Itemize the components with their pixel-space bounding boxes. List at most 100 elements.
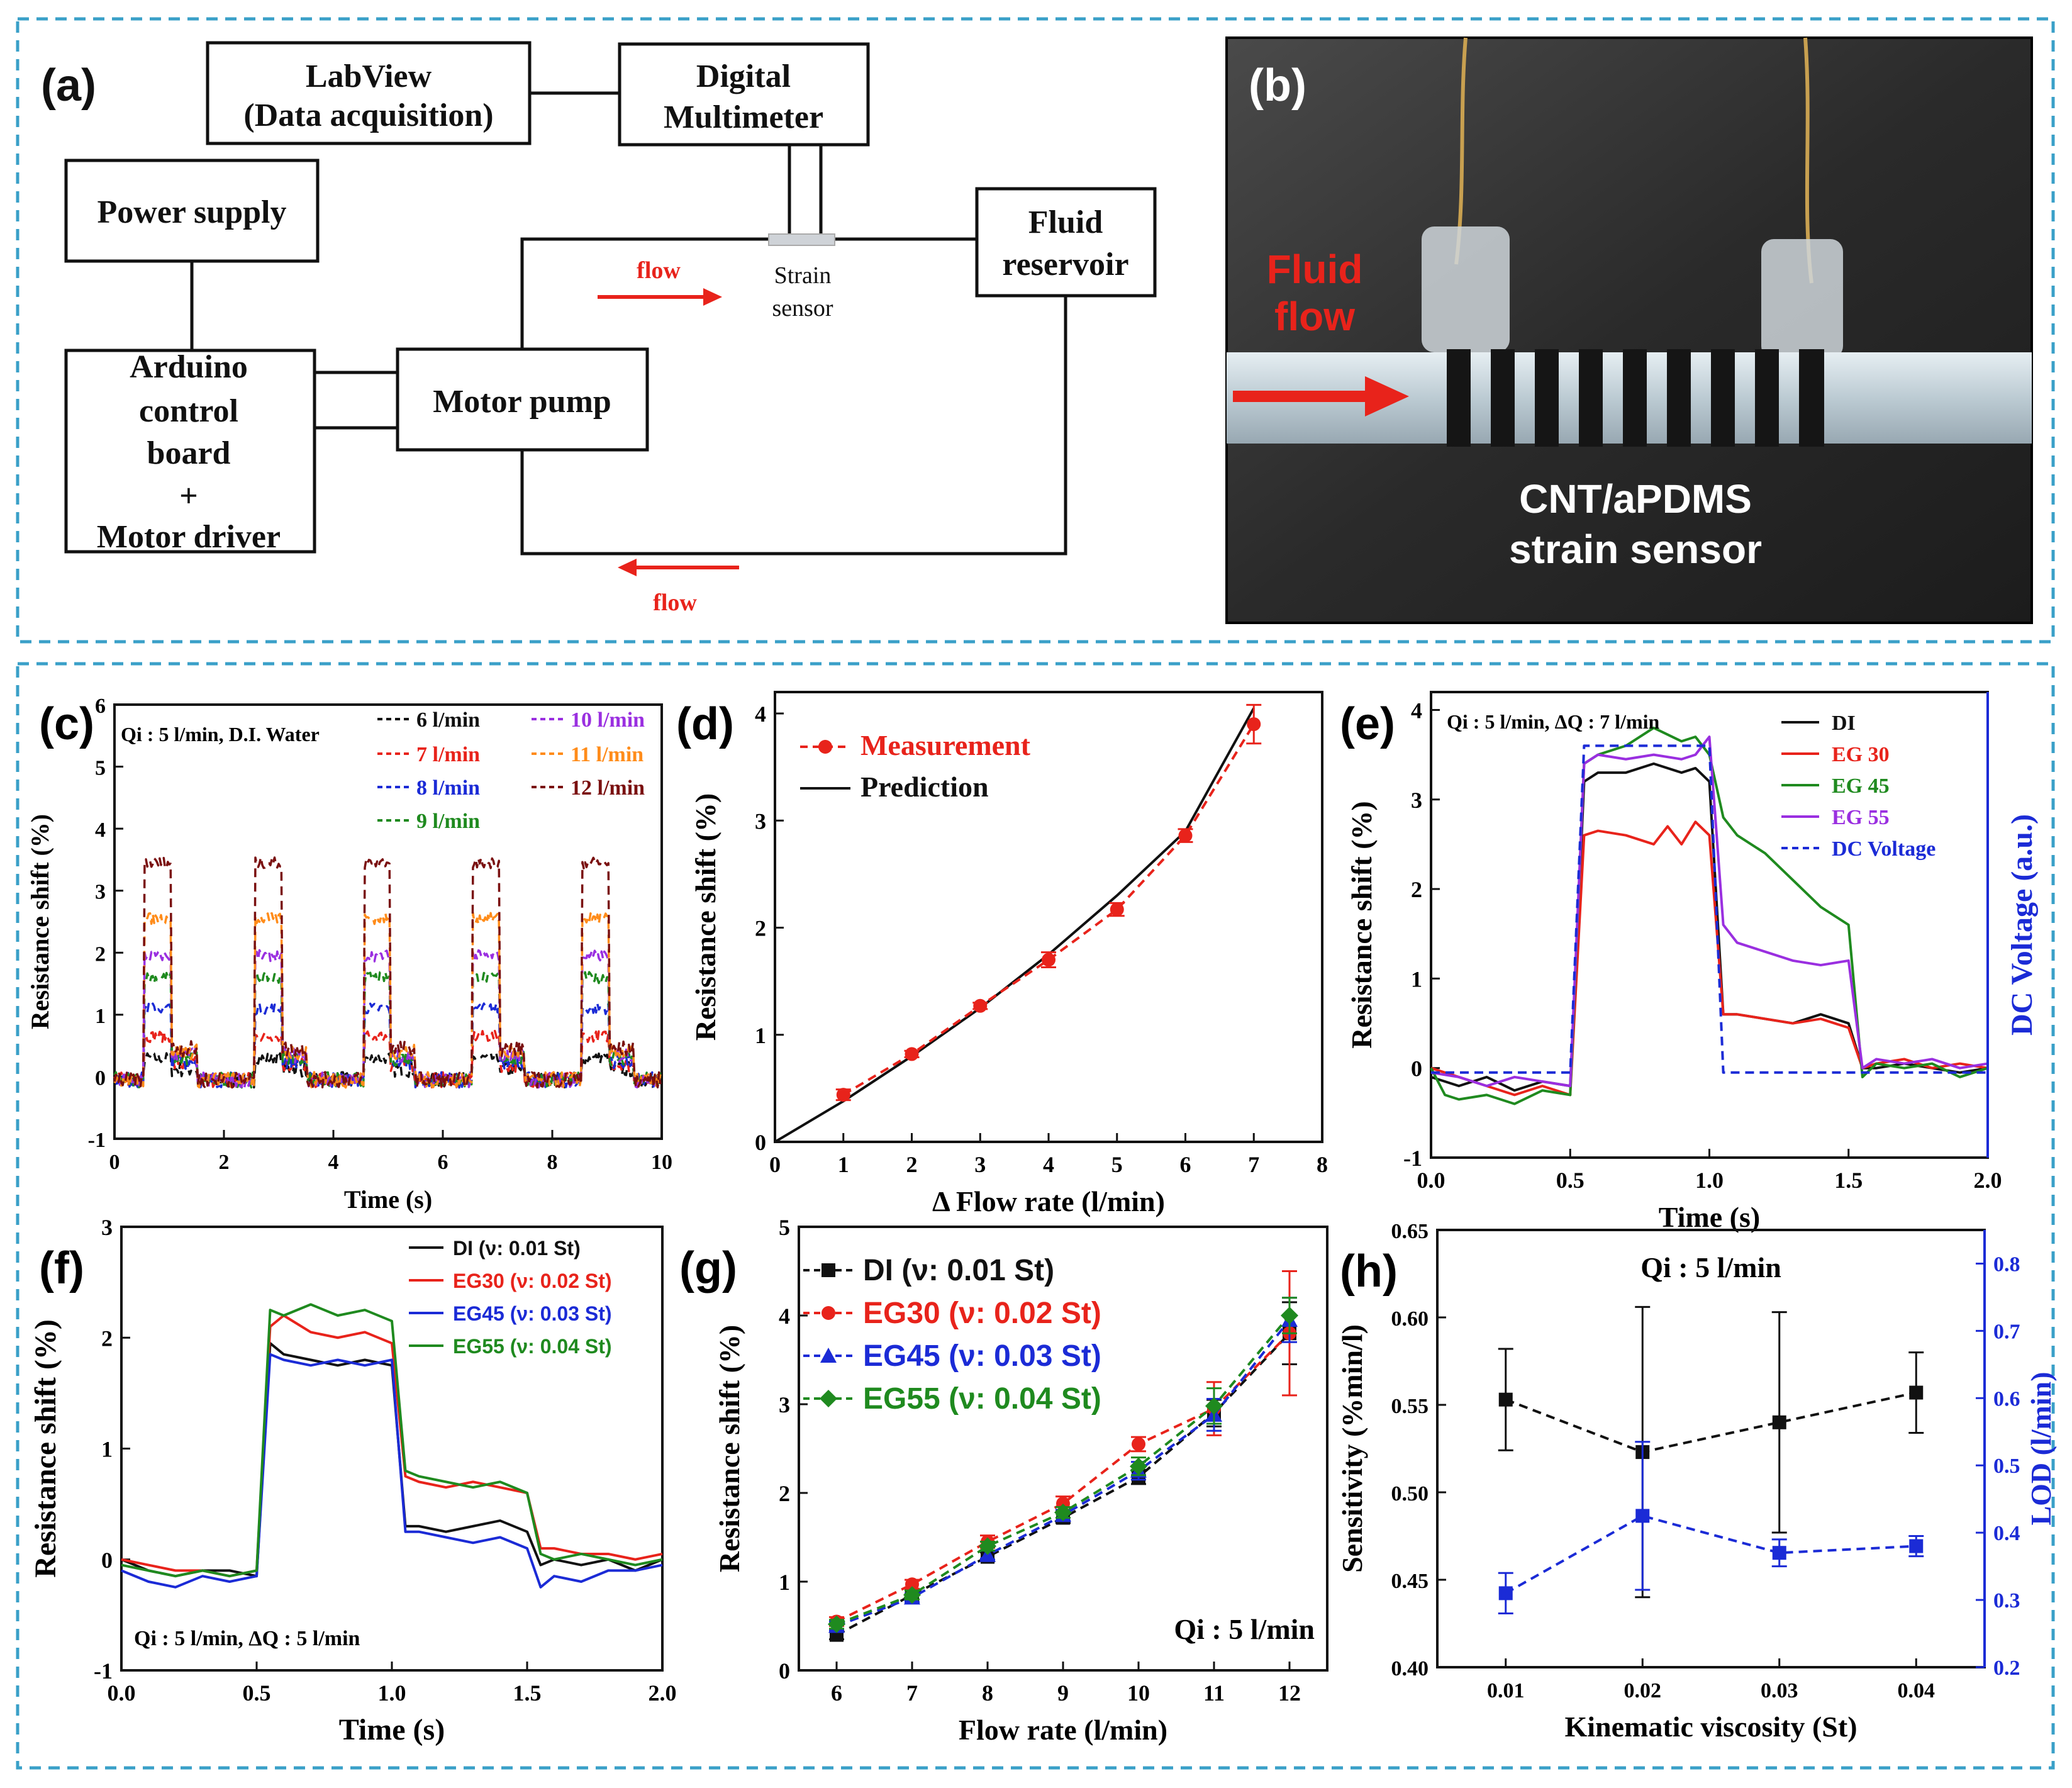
y-tick-label: 2 [779,1481,790,1506]
annotation: Qi : 5 l/min [1640,1251,1781,1283]
legend-label: DI [1832,712,1856,735]
motor-pump-box-label: Motor pump [433,384,611,420]
x-tick-label: 1 [838,1152,849,1177]
y-tick-label: 0.45 [1391,1570,1429,1593]
plot-frame [798,1226,1328,1672]
plot-frame [1430,691,1989,1159]
x-tick-label: 9 [1057,1680,1069,1706]
y-tick-label: 2 [95,942,106,966]
y-tick-label: 4 [755,701,766,727]
pipe-bottom-loop [520,296,1067,556]
prediction-line [774,707,1255,1143]
x-tick-label: 0.0 [1417,1168,1445,1193]
data-point [1130,1457,1147,1475]
panel-b-label: (b) [1249,60,1306,111]
y-axis-label: Resistance shift (%) [26,814,54,1029]
y-tick-label: 4 [779,1304,790,1329]
data-point [1498,1392,1513,1407]
legend-label: 11 l/min [571,743,643,766]
x-tick-label: 6 [1180,1152,1191,1177]
chart-e: 0.0 0.5 1.0 1.5 2.0 -1 0 1 2 3 4 Time (s) Resistance… [1340,691,2039,1233]
plot-frame [113,703,663,1140]
chart-h: 0.01 0.02 0.03 0.04 0.40 0.45 0.50 0.55 0.60 0.65… [1336,1220,2057,1743]
arduino-box-line1: Arduino [130,349,248,385]
fluid-reservoir-box-line2: reservoir [1002,247,1128,282]
legend-marker [820,1348,837,1363]
multimeter-box [618,42,870,147]
x-tick-label: 1.5 [513,1680,542,1706]
y-tick-label: 3 [101,1215,113,1240]
x-tick-label: 1.0 [378,1680,406,1706]
fluid-flow-label-line1: Fluid [1267,247,1363,292]
x-axis-label: Time (s) [344,1185,432,1214]
legend-label: EG45 (ν: 0.03 St) [863,1339,1101,1373]
y-tick-label: 0 [95,1066,106,1090]
x-tick-label: 0 [769,1152,781,1177]
series-line-LOD [1505,1514,1917,1595]
y2-axis-label: DC Voltage (a.u.) [2005,814,2039,1036]
y-tick-label: 2 [101,1326,113,1351]
y-tick-label: 1 [1411,966,1422,992]
panel-label: (g) [679,1243,737,1294]
measurement-point [1178,829,1193,843]
panel-label: (h) [1340,1246,1398,1297]
panel-label: (e) [1340,699,1395,749]
annotation: Qi : 5 l/min, ΔQ : 5 l/min [134,1627,360,1650]
y-tick-label: 1 [779,1570,790,1595]
x-tick-label: 5 [1111,1152,1123,1177]
series-line-EG45 (ν: 0.03 St) [121,1353,663,1589]
motor-pump-box [396,347,649,452]
y-tick-label: 6 [95,695,106,718]
x-tick-label: 2 [906,1152,918,1177]
x-tick-label: 10 [651,1151,672,1174]
legend-label: EG 55 [1832,806,1890,829]
measurement-point [905,1047,919,1061]
y2-tick-label: 0.4 [1993,1522,2020,1545]
sensor-label-line2: sensor [772,295,833,321]
legend-label: EG 30 [1832,743,1890,766]
data-point [1132,1437,1145,1451]
y-axis-label: Resistance shift (%) [713,1325,745,1573]
measurement-point [1247,717,1261,732]
x-tick-label: 2 [219,1151,230,1174]
data-point [1054,1504,1072,1522]
x-tick-label: 0.02 [1624,1679,1662,1702]
legend-marker [820,1390,837,1407]
fluid-reservoir-box-line1: Fluid [1028,204,1103,240]
data-point [1635,1509,1650,1523]
fluid-reservoir-box [975,187,1157,298]
series-line-12 l/min [113,856,662,1089]
x-tick-label: 2.0 [649,1680,677,1706]
x-axis-label: Flow rate (l/min) [959,1714,1167,1746]
labview-box-line2: (Data acquisition) [243,98,493,133]
legend-marker [822,1263,835,1277]
legend-label: EG55 (ν: 0.04 St) [453,1335,612,1358]
x-tick-label: 0.5 [1556,1168,1585,1193]
y-tick-label: 0.50 [1391,1482,1429,1506]
y-tick-label: 0.40 [1391,1657,1429,1680]
x-tick-label: 0 [109,1151,120,1174]
legend-label: DI (ν: 0.01 St) [453,1237,581,1260]
legend-label: EG 45 [1832,774,1890,798]
panel-b-photo: (b) Fluid flow CNT/aPDMS strain sensor [1225,36,2033,624]
legend-label-prediction: Prediction [861,771,989,803]
y-tick-label: 1 [95,1005,106,1028]
strain-sensor-mark [768,233,835,246]
y-tick-label: 0 [779,1658,790,1684]
y-tick-label: 3 [1411,788,1422,813]
panel-a-label: (a) [41,60,96,111]
x-axis-label: Time (s) [1659,1201,1760,1233]
sensor-label-line1: Strain [774,262,832,289]
y-tick-label: 5 [95,757,106,780]
x-tick-label: 1.5 [1834,1168,1863,1193]
y-tick-label: 0 [1411,1056,1422,1081]
legend-label: 7 l/min [416,743,480,766]
series-line-EG30 (ν: 0.02 St) [836,1332,1291,1623]
y-tick-label: 1 [755,1023,766,1048]
legend-label: EG55 (ν: 0.04 St) [863,1382,1101,1416]
cnt-sensor-rings [1447,349,1824,447]
y-tick-label: -1 [88,1129,106,1152]
legend-label: 10 l/min [571,708,645,732]
photo-flow-arrow-head [1365,376,1409,416]
